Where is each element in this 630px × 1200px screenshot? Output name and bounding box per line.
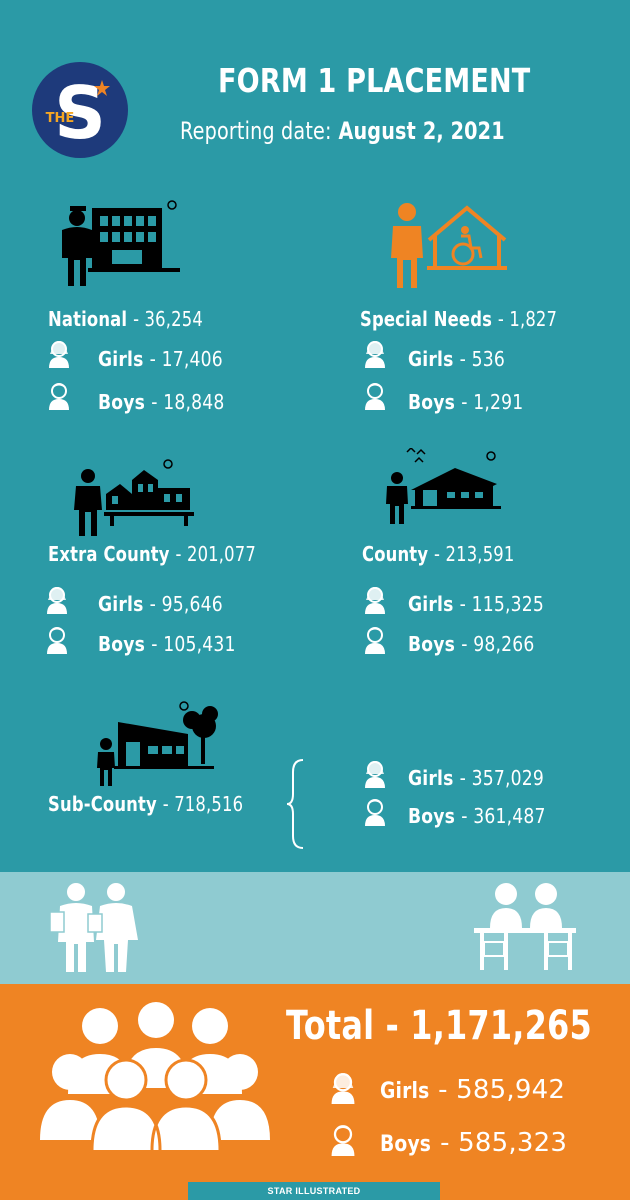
sub-county-girls-label: Girls — [408, 766, 454, 790]
county-total: County - 213,591 — [362, 542, 514, 566]
county-girls-label: Girls — [408, 592, 454, 616]
special-needs-boys-value: - 1,291 — [461, 390, 524, 414]
national-girls-value: - 17,406 — [149, 347, 223, 371]
total-boys: Boys - 585,323 — [380, 1130, 567, 1158]
footer-credit: STAR ILLUSTRATED — [188, 1182, 440, 1200]
county-value: - 213,591 — [434, 542, 515, 566]
sub-county-value: - 718,516 — [162, 792, 244, 816]
star-icon — [94, 80, 110, 96]
girl-icon — [365, 587, 385, 614]
page-title: FORM 1 PLACEMENT — [218, 61, 531, 100]
national-boys-label: Boys — [98, 390, 146, 414]
county-girls-value: - 115,325 — [459, 592, 545, 616]
logo-small-text: THE — [46, 111, 75, 126]
national-girls: Girls - 17,406 — [98, 347, 223, 371]
extra-county-total: Extra County - 201,077 — [48, 542, 256, 566]
special-needs-icon — [391, 203, 507, 288]
reporting-date-label: Reporting date: — [180, 117, 332, 145]
national-school-icon — [62, 200, 180, 286]
brace-icon — [286, 759, 304, 849]
the-star-logo: S THE — [32, 62, 128, 158]
national-girls-label: Girls — [98, 347, 144, 371]
students-walking-icon — [49, 883, 138, 972]
sub-county-boys-label: Boys — [408, 804, 456, 828]
total-girls-label: Girls — [380, 1079, 430, 1104]
extra-county-value: - 201,077 — [175, 542, 256, 566]
girl-icon — [49, 341, 69, 368]
county-boys: Boys - 98,266 — [408, 632, 534, 656]
boy-icon — [365, 383, 385, 410]
sub-county-boys: Boys - 361,487 — [408, 804, 546, 828]
students-desk-icon — [474, 883, 576, 970]
girl-icon — [47, 587, 67, 614]
sub-county-girls: Girls - 357,029 — [408, 766, 544, 790]
county-label: County — [362, 542, 429, 566]
county-boys-value: - 98,266 — [461, 632, 535, 656]
total-girls: Girls - 585,942 — [380, 1077, 565, 1105]
boy-icon — [365, 627, 385, 654]
special-needs-girls-label: Girls — [408, 347, 454, 371]
special-needs-girls-value: - 536 — [459, 347, 506, 371]
crowd-icon — [40, 1002, 270, 1151]
boy-icon — [47, 627, 67, 654]
girl-icon — [331, 1073, 355, 1104]
national-boys-value: - 18,848 — [151, 390, 225, 414]
sub-county-girls-value: - 357,029 — [459, 766, 545, 790]
special-needs-girls: Girls - 536 — [408, 347, 505, 371]
special-needs-label: Special Needs — [360, 307, 493, 331]
reporting-date: Reporting date: August 2, 2021 — [180, 117, 505, 145]
sub-county-boys-value: - 361,487 — [461, 804, 546, 828]
national-total: National - 36,254 — [48, 307, 203, 331]
sub-county-total: Sub-County - 718,516 — [48, 792, 243, 816]
total-boys-label: Boys — [380, 1132, 432, 1157]
sub-county-label: Sub-County — [48, 792, 157, 816]
girl-icon — [365, 341, 385, 368]
extra-county-girls-value: - 95,646 — [149, 592, 223, 616]
county-girls: Girls - 115,325 — [408, 592, 544, 616]
sub-county-school-icon — [97, 701, 218, 786]
extra-county-girls-label: Girls — [98, 592, 144, 616]
county-school-icon — [386, 448, 501, 524]
total-girls-value: - 585,942 — [438, 1075, 566, 1105]
reporting-date-value: August 2, 2021 — [338, 117, 505, 145]
extra-county-boys-value: - 105,431 — [151, 632, 236, 656]
national-value: - 36,254 — [133, 307, 203, 331]
special-needs-boys-label: Boys — [408, 390, 456, 414]
extra-county-label: Extra County — [48, 542, 170, 566]
boy-icon — [331, 1125, 355, 1156]
girl-icon — [365, 761, 385, 788]
special-needs-total: Special Needs - 1,827 — [360, 307, 557, 331]
special-needs-value: - 1,827 — [497, 307, 558, 331]
extra-county-boys: Boys - 105,431 — [98, 632, 236, 656]
extra-county-girls: Girls - 95,646 — [98, 592, 223, 616]
national-boys: Boys - 18,848 — [98, 390, 224, 414]
total-boys-value: - 585,323 — [440, 1128, 568, 1158]
boy-icon — [49, 383, 69, 410]
special-needs-boys: Boys - 1,291 — [408, 390, 523, 414]
county-boys-label: Boys — [408, 632, 456, 656]
logo-letter: S — [54, 71, 106, 155]
extra-county-school-icon — [74, 459, 194, 536]
extra-county-boys-label: Boys — [98, 632, 146, 656]
national-label: National — [48, 307, 128, 331]
boy-icon — [365, 799, 385, 826]
grand-total: Total - 1,171,265 — [286, 1003, 592, 1049]
